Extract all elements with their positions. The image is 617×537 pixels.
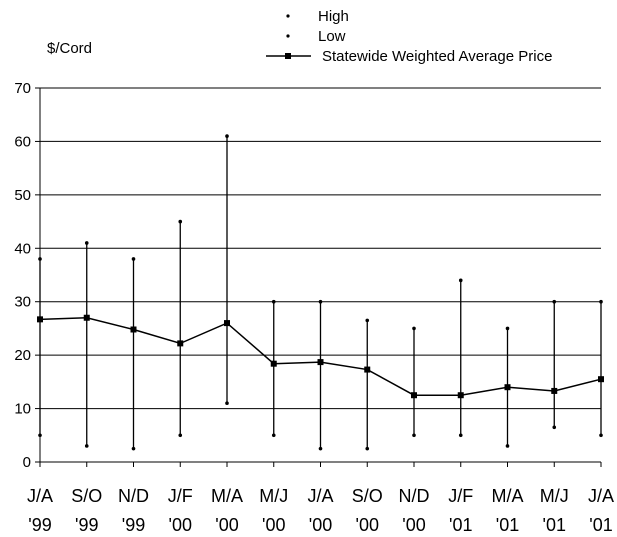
average-point-8 bbox=[411, 392, 417, 399]
y-tick-label-70: 70 bbox=[14, 80, 31, 97]
low-point-5 bbox=[271, 433, 276, 438]
average-point-9 bbox=[457, 392, 464, 399]
y-tick-label-50: 50 bbox=[14, 187, 31, 204]
x-tick-year-4: '00 bbox=[215, 515, 238, 535]
x-tick-year-3: '00 bbox=[169, 515, 192, 535]
high-point-8 bbox=[412, 326, 416, 331]
y-tick-label-40: 40 bbox=[14, 240, 31, 257]
average-point-4 bbox=[224, 320, 230, 327]
low-point-12 bbox=[599, 433, 603, 438]
low-point-1 bbox=[84, 444, 89, 448]
x-tick-year-7: '00 bbox=[356, 515, 379, 535]
average-point-6 bbox=[317, 359, 324, 366]
y-tick-label-10: 10 bbox=[14, 401, 31, 418]
y-axis-ticks: 0 10 20 30 40 50 60 70 bbox=[14, 80, 40, 471]
x-tick-label-2: N/D bbox=[118, 486, 149, 506]
legend-high-label: High bbox=[318, 8, 349, 25]
low-point-4 bbox=[225, 401, 229, 406]
x-tick-label-3: J/F bbox=[168, 486, 193, 506]
y-tick-label-60: 60 bbox=[14, 133, 31, 150]
legend-high-marker bbox=[286, 14, 290, 18]
x-tick-label-0: J/A bbox=[27, 486, 53, 506]
x-tick-label-1: S/O bbox=[71, 486, 102, 506]
high-point-7 bbox=[365, 318, 370, 323]
average-point-3 bbox=[177, 340, 184, 347]
low-point-6 bbox=[318, 446, 323, 451]
average-point-1 bbox=[83, 314, 90, 321]
average-point-11 bbox=[551, 387, 558, 394]
legend-average-marker bbox=[285, 53, 291, 59]
high-point-5 bbox=[271, 299, 276, 304]
low-point-11 bbox=[552, 425, 557, 430]
x-tick-year-8: '00 bbox=[402, 515, 425, 535]
high-point-1 bbox=[84, 241, 89, 245]
y-tick-label-0: 0 bbox=[23, 454, 31, 471]
x-tick-label-4: M/A bbox=[211, 486, 243, 506]
low-point-10 bbox=[505, 444, 510, 448]
high-point-10 bbox=[505, 326, 510, 331]
x-tick-year-10: '01 bbox=[496, 515, 519, 535]
average-point-2 bbox=[130, 326, 137, 333]
low-point-3 bbox=[178, 433, 183, 438]
average-point-7 bbox=[364, 366, 371, 373]
average-point-5 bbox=[270, 360, 277, 367]
x-tick-year-11: '01 bbox=[543, 515, 566, 535]
high-point-11 bbox=[552, 299, 557, 304]
x-axis-ticks: J/A '99 S/O '99 N/D '99 J/F '00 M/A '00 M/J '00 J/A '… bbox=[27, 462, 614, 535]
high-point-9 bbox=[458, 278, 463, 283]
low-point-2 bbox=[131, 446, 136, 451]
x-tick-year-0: '99 bbox=[28, 515, 51, 535]
high-point-3 bbox=[178, 219, 183, 224]
high-point-6 bbox=[318, 299, 323, 304]
x-tick-year-12: '01 bbox=[589, 515, 612, 535]
low-point-8 bbox=[412, 433, 416, 438]
high-point-12 bbox=[599, 299, 603, 304]
x-tick-label-7: S/O bbox=[352, 486, 383, 506]
legend-low-label: Low bbox=[318, 28, 346, 45]
x-tick-year-5: '00 bbox=[262, 515, 285, 535]
average-point-12 bbox=[598, 376, 604, 383]
low-point-7 bbox=[365, 446, 370, 451]
y-tick-label-30: 30 bbox=[14, 294, 31, 311]
low-point-9 bbox=[458, 433, 463, 438]
legend-average-label: Statewide Weighted Average Price bbox=[322, 48, 552, 65]
x-tick-label-5: M/J bbox=[259, 486, 288, 506]
legend-low-marker bbox=[286, 34, 290, 38]
x-tick-label-12: J/A bbox=[588, 486, 614, 506]
x-tick-year-9: '01 bbox=[449, 515, 472, 535]
y-axis-label: $/Cord bbox=[47, 40, 92, 57]
legend: High Low Statewide Weighted Average Price bbox=[266, 8, 552, 65]
high-point-4 bbox=[225, 134, 229, 138]
x-tick-label-6: J/A bbox=[307, 486, 333, 506]
x-tick-year-6: '00 bbox=[309, 515, 332, 535]
high-point-2 bbox=[131, 257, 136, 261]
x-tick-label-10: M/A bbox=[491, 486, 523, 506]
high-low-whiskers bbox=[38, 134, 603, 451]
x-tick-year-1: '99 bbox=[75, 515, 98, 535]
y-tick-label-20: 20 bbox=[14, 347, 31, 364]
x-tick-year-2: '99 bbox=[122, 515, 145, 535]
average-point-10 bbox=[504, 384, 511, 391]
x-tick-label-9: J/F bbox=[448, 486, 473, 506]
x-tick-label-11: M/J bbox=[540, 486, 569, 506]
x-tick-label-8: N/D bbox=[399, 486, 430, 506]
